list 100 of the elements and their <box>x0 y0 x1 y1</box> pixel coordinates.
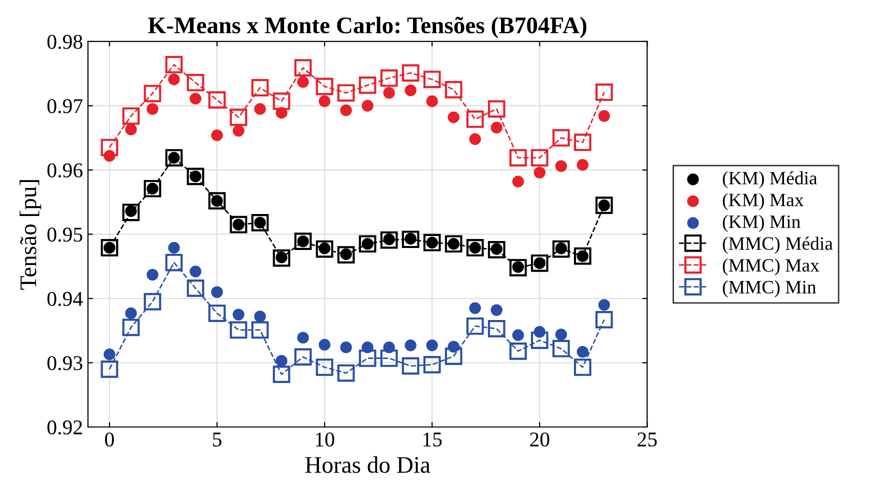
point <box>211 129 223 142</box>
point <box>448 111 460 124</box>
point <box>426 95 438 108</box>
point <box>574 247 592 265</box>
point <box>444 235 462 253</box>
y-tick-label: 0.93 <box>47 356 82 370</box>
point <box>380 350 398 367</box>
point <box>276 354 288 367</box>
point <box>294 348 312 366</box>
point <box>383 87 395 99</box>
point <box>423 356 441 374</box>
point <box>294 59 312 77</box>
point <box>509 149 527 166</box>
point <box>340 341 352 354</box>
point <box>125 124 137 136</box>
point <box>232 308 244 320</box>
point <box>598 110 610 122</box>
point <box>122 107 140 125</box>
point <box>490 304 502 316</box>
point <box>509 258 527 276</box>
point <box>552 240 570 258</box>
x-tick-label: 0 <box>105 432 114 447</box>
x-axis-title: Horas do Dia <box>305 456 430 473</box>
point <box>272 249 290 267</box>
point <box>318 95 330 108</box>
point <box>340 104 352 116</box>
y-tick-label: 0.97 <box>47 99 83 114</box>
point <box>512 329 524 341</box>
y-axis-title: Tensão [pu] <box>20 180 42 290</box>
point <box>402 64 420 82</box>
point <box>552 129 570 147</box>
legend-label: (MMC) Min <box>722 280 816 298</box>
point <box>272 92 290 110</box>
point <box>316 240 334 258</box>
point <box>576 346 588 358</box>
point <box>512 176 524 188</box>
point <box>595 196 613 214</box>
point <box>466 317 484 335</box>
point <box>426 340 438 352</box>
point <box>380 69 398 87</box>
point <box>530 332 548 349</box>
point <box>190 266 202 278</box>
y-tick-label: 0.94 <box>47 292 83 306</box>
point <box>337 84 355 102</box>
point <box>208 192 226 210</box>
point <box>534 166 546 178</box>
point <box>404 340 416 352</box>
point <box>380 231 398 249</box>
point <box>146 103 158 115</box>
point <box>488 100 506 118</box>
point <box>144 84 162 102</box>
x-tick-label: 10 <box>316 432 334 447</box>
chart-title: K-Means x Monte Carlo: Tensões (B704FA) <box>148 16 586 38</box>
point <box>402 357 420 375</box>
point <box>595 311 613 328</box>
x-tick-label: 25 <box>638 432 657 447</box>
point <box>469 133 481 145</box>
legend-label: (MMC) Max <box>722 258 820 276</box>
point <box>509 342 527 360</box>
point <box>146 268 158 281</box>
point <box>530 254 548 272</box>
x-tick-label: 20 <box>530 432 550 447</box>
point <box>318 338 330 351</box>
point <box>362 100 374 112</box>
point <box>251 321 269 339</box>
point <box>316 358 334 376</box>
point <box>469 302 481 314</box>
point <box>254 103 266 115</box>
point <box>251 79 269 96</box>
point <box>190 92 202 105</box>
point <box>100 239 118 256</box>
point <box>404 84 416 96</box>
point <box>595 84 613 101</box>
point <box>444 348 462 366</box>
x-tick-label: 15 <box>424 432 442 447</box>
point <box>530 149 548 166</box>
y-tick-label: 0.98 <box>47 34 82 50</box>
point <box>574 358 592 376</box>
point <box>272 366 290 383</box>
legend-label: (MMC) Média <box>722 236 833 254</box>
point <box>576 159 588 171</box>
point <box>168 74 180 86</box>
point <box>230 321 248 339</box>
point <box>316 78 334 96</box>
y-tick-label: 0.96 <box>47 163 82 178</box>
point <box>444 80 462 98</box>
point <box>251 214 269 232</box>
point <box>488 320 506 338</box>
point <box>598 299 610 311</box>
point <box>232 124 244 137</box>
point <box>490 122 502 134</box>
point <box>297 76 309 88</box>
point <box>186 280 204 297</box>
point <box>358 350 376 367</box>
point <box>122 318 140 336</box>
point <box>574 134 592 152</box>
point <box>488 240 506 258</box>
point <box>466 110 484 128</box>
point <box>186 74 204 92</box>
legend-label: (KM) Min <box>722 214 800 232</box>
